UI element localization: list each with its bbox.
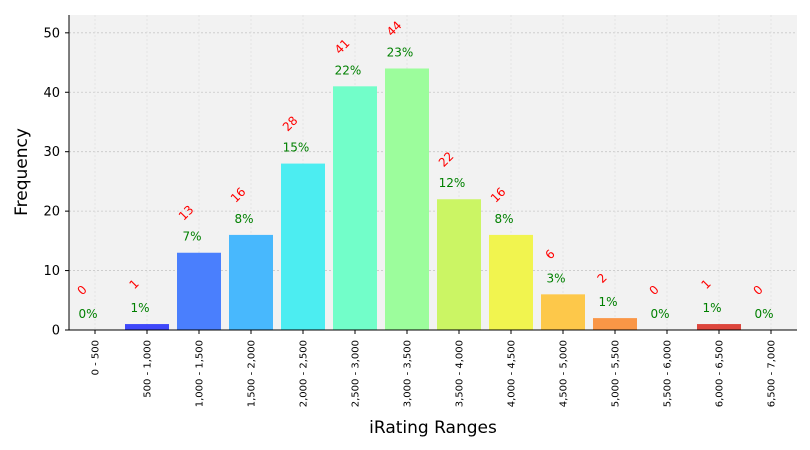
x-tick-label: 1,500 - 2,000 [247, 340, 258, 407]
x-tick-label: 2,000 - 2,500 [299, 340, 310, 407]
percent-label: 1% [702, 301, 721, 315]
x-tick-label: 5,000 - 5,500 [611, 340, 622, 407]
bars [125, 68, 741, 330]
y-tick-label: 0 [52, 324, 60, 339]
percent-label: 3% [546, 271, 565, 285]
x-tick-label: 3,500 - 4,000 [455, 340, 466, 407]
x-tick-label: 4,000 - 4,500 [507, 340, 518, 407]
x-ticks: 0 - 500 500 - 1,000 1,000 - 1,500 1,500 - 2… [91, 330, 778, 407]
x-tick-label: 1,000 - 1,500 [195, 340, 206, 407]
percent-label: 0% [650, 307, 669, 321]
percent-label: 0% [78, 307, 97, 321]
x-tick-label: 4,500 - 5,000 [559, 340, 570, 407]
y-axis-label: Frequency [12, 128, 32, 216]
percent-label: 1% [598, 295, 617, 309]
x-axis-label: iRating Ranges [369, 418, 497, 438]
bar [541, 294, 585, 330]
bar [229, 234, 273, 330]
x-tick-label: 6,500 - 7,000 [767, 340, 778, 407]
x-tick-label: 500 - 1,000 [143, 340, 154, 398]
bar [281, 163, 325, 330]
percent-label: 8% [494, 212, 513, 226]
x-tick-label: 3,000 - 3,500 [403, 340, 414, 407]
percent-label: 15% [283, 141, 310, 155]
percent-label: 12% [439, 176, 466, 190]
y-tick-label: 50 [43, 26, 60, 41]
bar [385, 68, 429, 330]
bar [593, 318, 637, 330]
y-tick-label: 10 [43, 264, 60, 279]
bar [697, 324, 741, 330]
percent-label: 0% [754, 307, 773, 321]
x-tick-label: 0 - 500 [91, 340, 102, 375]
percent-label: 22% [335, 63, 362, 77]
percent-label: 1% [130, 301, 149, 315]
x-tick-label: 2,500 - 3,000 [351, 340, 362, 407]
y-tick-label: 40 [43, 86, 60, 101]
percent-label: 7% [182, 230, 201, 244]
bar [437, 199, 481, 330]
x-tick-label: 6,000 - 6,500 [715, 340, 726, 407]
bar [177, 252, 221, 330]
bar [489, 234, 533, 330]
y-tick-label: 20 [43, 205, 60, 220]
bar [333, 86, 377, 330]
x-tick-label: 5,500 - 6,000 [663, 340, 674, 407]
bar [125, 324, 169, 330]
y-tick-label: 30 [43, 145, 60, 160]
axes [68, 15, 797, 331]
percent-label: 8% [234, 212, 253, 226]
y-ticks: 0 10 20 30 40 50 [43, 26, 69, 339]
percent-label: 23% [387, 45, 414, 59]
